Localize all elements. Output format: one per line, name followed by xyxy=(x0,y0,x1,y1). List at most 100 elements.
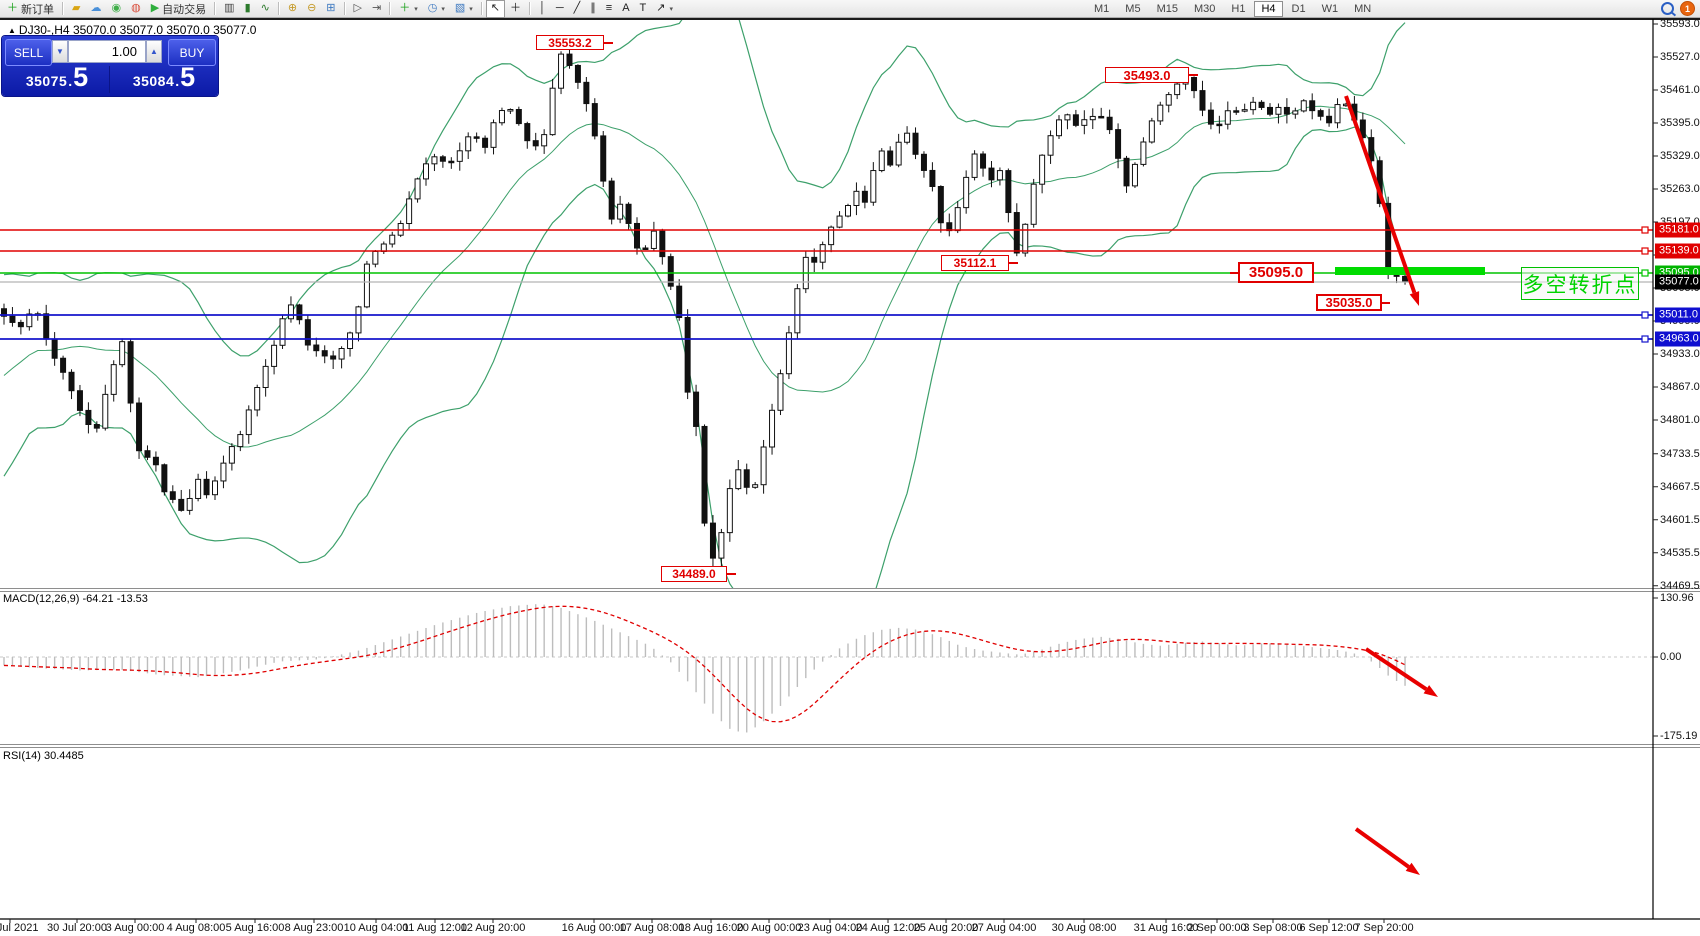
timeframe-m1[interactable]: M1 xyxy=(1094,2,1110,15)
buy-button[interactable]: BUY xyxy=(168,39,216,66)
one-click-trading-panel: SELL ▼ ▲ BUY 35075.5 35084.5 xyxy=(2,36,218,96)
chart-price-label[interactable]: 35553.2 xyxy=(536,35,613,50)
timeframe-w1[interactable]: W1 xyxy=(1321,2,1339,15)
timeframe-h1[interactable]: H1 xyxy=(1231,2,1246,15)
channel-tool-icon[interactable]: ∥ xyxy=(585,0,601,18)
trendline-tool-icon: ╱ xyxy=(573,2,581,14)
tile-windows-icon[interactable]: ⊞ xyxy=(321,0,340,18)
trend-arrow[interactable] xyxy=(1364,647,1438,697)
hline-tool-icon: ─ xyxy=(555,2,564,14)
chevron-down-icon[interactable]: ▾ xyxy=(669,5,673,13)
label-anchor-dash xyxy=(1230,271,1239,274)
vline-tool-icon: │ xyxy=(538,2,546,14)
toolbar-separator xyxy=(277,2,280,15)
zoom-out-icon[interactable]: ⊖ xyxy=(302,0,321,18)
label-tool-icon[interactable]: T xyxy=(635,0,652,18)
toolbar-separator xyxy=(62,2,64,15)
chat-notification-badge[interactable]: 1 xyxy=(1680,1,1695,16)
label-anchor-dash xyxy=(1189,74,1198,76)
gold-icon: ▰ xyxy=(72,2,81,14)
candle-chart-icon[interactable]: ▮ xyxy=(240,0,256,18)
panel-divider xyxy=(109,66,110,93)
timeframe-group: M1 M5 M15 M30 H1 H4 D1 W1 MN xyxy=(1086,0,1379,17)
price-label-text: 35112.1 xyxy=(953,256,997,270)
sell-button[interactable]: SELL xyxy=(5,39,52,66)
label-tool-icon: T xyxy=(639,2,647,14)
chart-price-label[interactable]: 35112.1 xyxy=(941,255,1018,271)
new-order-button: ＋ xyxy=(7,2,18,14)
price-label-text: 35493.0 xyxy=(1123,67,1171,83)
crosshair-tool-icon: ＋ xyxy=(509,2,521,14)
chart-shift-icon[interactable]: ⇥ xyxy=(367,0,386,18)
volume-decrease-button[interactable]: ▼ xyxy=(52,40,68,63)
market-icon: ◍ xyxy=(131,2,141,14)
gold-icon[interactable]: ▰ xyxy=(67,0,85,18)
timeframe-d1[interactable]: D1 xyxy=(1291,2,1306,15)
toolbar-separator xyxy=(528,2,531,15)
auto-scroll-icon: ▷ xyxy=(353,2,362,14)
cursor-tool-icon: ↖ xyxy=(490,2,500,14)
cursor-tool-icon[interactable]: ↖ xyxy=(485,0,505,18)
trend-arrow[interactable] xyxy=(1344,95,1420,306)
crosshair-tool-icon[interactable]: ＋ xyxy=(505,0,526,18)
timeframe-h4[interactable]: H4 xyxy=(1254,0,1283,17)
search-icon[interactable] xyxy=(1661,2,1674,15)
add-indicator-icon: ＋ xyxy=(399,2,411,14)
chart-price-label[interactable]: 34489.0 xyxy=(661,566,736,582)
expand-triangle-icon[interactable]: ▲ xyxy=(8,26,16,35)
timeframe-m15[interactable]: M15 xyxy=(1156,2,1178,15)
price-label-text: 34489.0 xyxy=(672,567,716,581)
bull-bear-turning-point-label[interactable]: 多空转折点 xyxy=(1521,267,1639,300)
autotrade-button: ▶ xyxy=(150,2,160,14)
fibo-tool-icon: ≡ xyxy=(605,2,613,14)
toolbar-left-group: ＋新订单 ▰ ☁ ◉ ◍ ▶ 自动交易 ▥ ▮ ∿ ⊕ ⊖ ⊞ ▷ ⇥ ＋ ▾ ◷ ▾ ▧ ▾ ↖ ＋ │ ─ ╱ ∥ ≡ A T ↗ ▾ xyxy=(0,0,678,18)
chart-price-label[interactable]: 35035.0 xyxy=(1316,294,1390,311)
chart-price-label[interactable]: 35493.0 xyxy=(1105,67,1198,83)
template-icon: ▧ xyxy=(454,2,466,14)
mql5-cloud-icon[interactable]: ☁ xyxy=(85,0,106,18)
tile-windows-icon: ⊞ xyxy=(326,2,336,14)
toolbar-separator xyxy=(480,2,483,15)
timeframe-m30[interactable]: M30 xyxy=(1193,2,1216,15)
autotrade-button[interactable]: ▶ 自动交易 xyxy=(146,0,211,18)
text-tool-icon: A xyxy=(622,2,630,14)
period-icon[interactable]: ◷ ▾ xyxy=(423,0,450,18)
market-icon[interactable]: ◍ xyxy=(126,0,146,18)
bar-chart-icon: ▥ xyxy=(224,2,235,14)
toolbar-separator xyxy=(343,2,346,15)
add-indicator-icon[interactable]: ＋ ▾ xyxy=(394,0,423,18)
chevron-down-icon[interactable]: ▾ xyxy=(469,5,473,13)
volume-increase-button[interactable]: ▲ xyxy=(146,40,162,63)
label-anchor-dash xyxy=(1381,301,1390,304)
arrows-tool-icon[interactable]: ↗ ▾ xyxy=(651,0,678,18)
chevron-down-icon[interactable]: ▾ xyxy=(414,5,418,13)
hline-tool-icon[interactable]: ─ xyxy=(551,0,569,18)
bar-chart-icon[interactable]: ▥ xyxy=(219,0,239,18)
auto-scroll-icon[interactable]: ▷ xyxy=(349,0,367,18)
autotrade-button-label: 自动交易 xyxy=(162,3,207,16)
zoom-in-icon: ⊕ xyxy=(287,2,298,14)
trendline-tool-icon[interactable]: ╱ xyxy=(569,0,586,18)
volume-input[interactable] xyxy=(68,40,146,63)
new-order-button[interactable]: ＋新订单 xyxy=(2,0,59,18)
timeframe-mn[interactable]: MN xyxy=(1354,2,1372,15)
toolbar-right-group: 1 xyxy=(1661,0,1695,17)
macd-indicator-label: MACD(12,26,9) -64.21 -13.53 xyxy=(3,593,148,605)
template-icon[interactable]: ▧ ▾ xyxy=(450,0,478,18)
chart-shift-icon: ⇥ xyxy=(371,2,382,14)
label-anchor-dash xyxy=(1009,262,1018,264)
vline-tool-icon[interactable]: │ xyxy=(534,0,551,18)
chevron-down-icon[interactable]: ▾ xyxy=(441,5,445,13)
fibo-tool-icon[interactable]: ≡ xyxy=(601,0,617,18)
signals-icon[interactable]: ◉ xyxy=(106,0,126,18)
trend-arrow[interactable] xyxy=(1354,827,1420,875)
chart-price-label[interactable]: 35095.0 xyxy=(1230,262,1314,283)
zoom-in-icon[interactable]: ⊕ xyxy=(283,0,302,18)
line-chart-icon[interactable]: ∿ xyxy=(256,0,275,18)
sell-price-display: 35075. 5 xyxy=(25,62,89,92)
toolbar: ＋新订单 ▰ ☁ ◉ ◍ ▶ 自动交易 ▥ ▮ ∿ ⊕ ⊖ ⊞ ▷ ⇥ ＋ ▾ ◷ ▾ ▧ ▾ ↖ ＋ │ ─ ╱ ∥ ≡ A T ↗ ▾ M… xyxy=(0,0,1700,18)
text-tool-icon[interactable]: A xyxy=(617,0,634,18)
timeframe-m5[interactable]: M5 xyxy=(1125,2,1141,15)
signals-icon: ◉ xyxy=(111,2,122,14)
